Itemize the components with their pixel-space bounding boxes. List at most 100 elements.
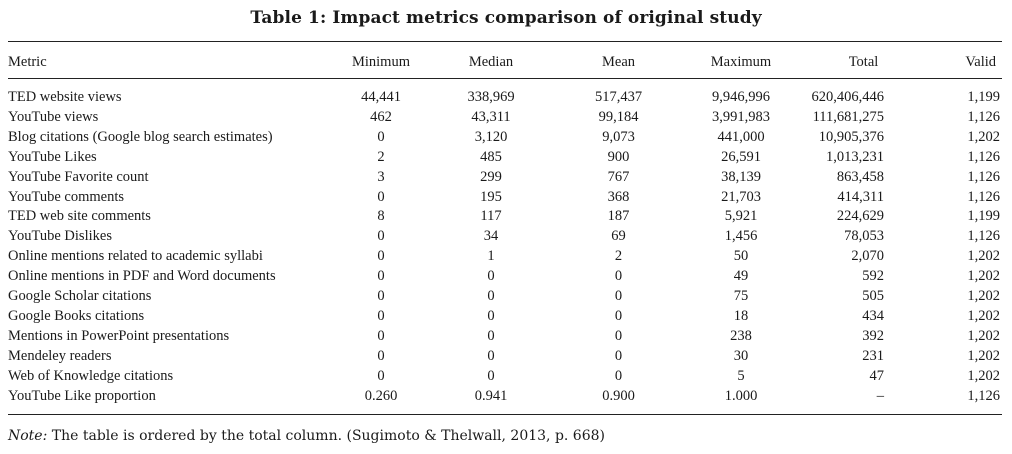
header-maximum: Maximum: [710, 54, 772, 70]
cell-minimum: 0: [377, 347, 385, 364]
cell-valid: 1,202: [967, 288, 1000, 305]
cell-total: 434: [862, 307, 884, 324]
cell-mean: 0: [614, 327, 623, 344]
cell-total: 2,070: [851, 248, 884, 265]
cell-total: 620,406,446: [811, 89, 885, 105]
metrics-table: TED website views 44,441 338,969 517,437 9,9…: [8, 88, 1002, 407]
cell-mean: 767: [607, 168, 630, 185]
cell-mean: 0.900: [602, 387, 635, 404]
cell-metric: TED website views: [8, 89, 122, 105]
cell-valid: 1,126: [967, 168, 1000, 185]
cell-minimum: 0: [377, 307, 385, 324]
cell-minimum: 3: [377, 168, 385, 185]
cell-valid: 1,126: [967, 108, 1000, 125]
table-row: YouTube Likes 2 485 900 26,591 1,013,231 1,126: [8, 148, 1002, 168]
cell-median: 0: [487, 347, 495, 364]
cell-valid: 1,202: [967, 327, 1000, 344]
cell-maximum: 75: [733, 288, 749, 305]
header-median: Median: [468, 54, 514, 70]
cell-maximum: 5,921: [724, 208, 758, 225]
cell-mean: 69: [611, 228, 626, 245]
cell-valid: 1,202: [967, 347, 1000, 364]
note-text: The table is ordered by the total column…: [47, 428, 605, 444]
table-row: TED web site comments 8 117 187 5,921 224,629…: [8, 207, 1002, 227]
cell-total: 392: [862, 327, 884, 344]
cell-valid: 1,202: [967, 367, 1000, 384]
cell-valid: 1,199: [967, 89, 1000, 105]
cell-metric: YouTube views: [8, 108, 99, 125]
bottom-rule: [8, 414, 1002, 416]
cell-mean: 0: [614, 288, 623, 305]
cell-mean: 0: [614, 347, 623, 364]
cell-maximum: 5: [737, 367, 745, 384]
cell-maximum: 1.000: [724, 387, 758, 404]
cell-total: 231: [862, 347, 884, 364]
cell-metric: Blog citations (Google blog search estim…: [8, 128, 273, 145]
cell-median: 3,120: [474, 128, 508, 145]
cell-minimum: 0: [377, 248, 385, 265]
header-row: Metric Minimum Median Mean Maximum Total…: [8, 51, 1002, 73]
cell-maximum: 238: [730, 327, 752, 344]
cell-median: 0: [487, 307, 495, 324]
cell-metric: Web of Knowledge citations: [8, 367, 174, 384]
cell-median: 0.941: [474, 387, 508, 404]
cell-maximum: 26,591: [721, 148, 761, 165]
cell-metric: Mentions in PowerPoint presentations: [8, 327, 230, 344]
header-minimum: Minimum: [351, 54, 410, 70]
cell-metric: YouTube comments: [8, 188, 125, 205]
cell-valid: 1,126: [967, 387, 1000, 404]
header-metric: Metric: [8, 54, 47, 70]
cell-maximum: 18: [733, 307, 749, 324]
cell-valid: 1,202: [967, 307, 1000, 324]
table-row: Google Books citations 0 0 0 18 434 1,202: [8, 307, 1002, 327]
cell-median: 0: [487, 268, 495, 285]
cell-maximum: 441,000: [717, 128, 765, 145]
cell-maximum: 3,991,983: [712, 108, 770, 125]
table-row: TED website views 44,441 338,969 517,437 9,9…: [8, 88, 1002, 108]
top-rule: [8, 41, 1002, 43]
cell-maximum: 30: [733, 347, 749, 364]
cell-mean: 368: [607, 188, 630, 205]
cell-median: 338,969: [467, 89, 515, 105]
table-row: Web of Knowledge citations 0 0 0 5 47 1,202: [8, 367, 1002, 387]
cell-metric: YouTube Likes: [8, 148, 97, 165]
cell-total: 10,905,376: [818, 128, 884, 145]
table-row: Mendeley readers 0 0 0 30 231 1,202: [8, 347, 1002, 367]
cell-minimum: 0: [377, 188, 385, 205]
cell-total: 111,681,275: [812, 108, 884, 125]
cell-minimum: 0: [377, 268, 385, 285]
cell-median: 1: [487, 248, 495, 265]
cell-minimum: 0: [377, 288, 385, 305]
cell-total: 224,629: [836, 208, 884, 225]
cell-maximum: 50: [733, 248, 749, 265]
table-row: YouTube Like proportion 0.260 0.941 0.900 1.…: [8, 387, 1002, 407]
cell-minimum: 2: [377, 148, 385, 165]
cell-metric: Google Scholar citations: [8, 288, 152, 305]
table-row: YouTube views 462 43,311 99,184 3,991,983 111…: [8, 108, 1002, 128]
cell-minimum: 0: [377, 367, 385, 384]
cell-valid: 1,202: [967, 248, 1000, 265]
cell-valid: 1,126: [967, 148, 1000, 165]
table-row: YouTube comments 0 195 368 21,703 414,311 1,12…: [8, 188, 1002, 208]
cell-minimum: 0: [377, 327, 385, 344]
cell-metric: Google Books citations: [8, 307, 145, 324]
cell-median: 0: [487, 327, 495, 344]
cell-minimum: 44,441: [361, 89, 401, 105]
table-row: Mentions in PowerPoint presentations 0 0 0 2…: [8, 327, 1002, 347]
cell-total: 414,311: [837, 188, 884, 205]
cell-valid: 1,126: [967, 188, 1000, 205]
cell-minimum: 0.260: [364, 387, 398, 404]
cell-metric: Mendeley readers: [8, 347, 112, 364]
cell-valid: 1,199: [967, 208, 1000, 225]
cell-median: 43,311: [471, 108, 511, 125]
cell-maximum: 1,456: [724, 228, 758, 245]
cell-mean: 0: [614, 268, 623, 285]
cell-mean: 0: [614, 367, 623, 384]
header-rule: [8, 78, 1002, 79]
header-mean: Mean: [601, 54, 635, 70]
cell-mean: 517,437: [594, 89, 643, 105]
cell-minimum: 0: [377, 228, 385, 245]
cell-maximum: 21,703: [721, 188, 761, 205]
cell-mean: 0: [614, 307, 623, 324]
table-row: Blog citations (Google blog search estim…: [8, 128, 1002, 148]
